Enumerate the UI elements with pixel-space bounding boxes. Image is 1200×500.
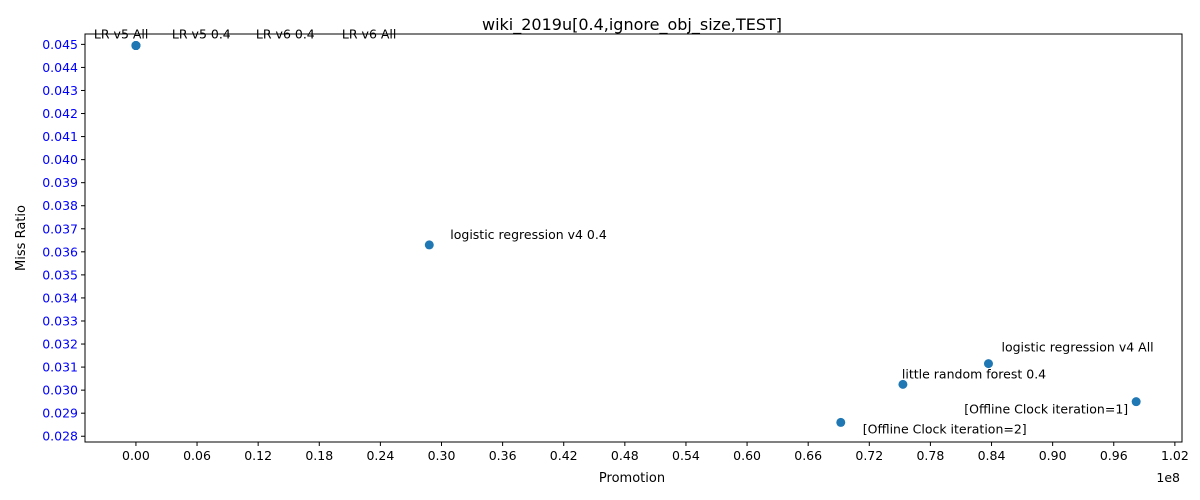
y-tick-label: 0.045	[42, 37, 78, 52]
x-tick-label: 0.90	[1039, 448, 1067, 463]
y-axis-label: Miss Ratio	[14, 205, 29, 271]
y-tick-label: 0.032	[42, 337, 78, 352]
y-tick-label: 0.035	[42, 267, 78, 282]
x-tick-label: 0.30	[428, 448, 456, 463]
y-tick-label: 0.030	[42, 383, 78, 398]
x-tick-label: 0.06	[183, 448, 211, 463]
y-tick-label: 0.029	[42, 406, 78, 421]
point-annotation: LR v5 0.4	[172, 27, 231, 42]
point-annotation: little random forest 0.4	[902, 366, 1046, 381]
scatter-point	[1131, 397, 1141, 407]
y-tick-label: 0.036	[42, 244, 78, 259]
y-tick-label: 0.031	[42, 360, 78, 375]
point-annotation: LR v6 0.4	[256, 27, 315, 42]
x-offset-label: 1e8	[1156, 470, 1180, 485]
data-points	[131, 41, 1141, 427]
y-tick-label: 0.034	[42, 290, 78, 305]
point-annotation: [Offline Clock iteration=2]	[863, 421, 1027, 436]
plot-area	[84, 33, 1183, 443]
x-tick-label: 0.78	[916, 448, 944, 463]
x-tick-label: 0.84	[978, 448, 1006, 463]
y-tick-label: 0.044	[42, 60, 78, 75]
point-annotation: [Offline Clock iteration=1]	[964, 402, 1128, 417]
point-annotation: logistic regression v4 0.4	[450, 227, 607, 242]
y-tick-label: 0.041	[42, 129, 78, 144]
x-tick-label: 0.96	[1100, 448, 1128, 463]
x-tick-label: 0.72	[855, 448, 883, 463]
x-axis-label: Promotion	[599, 471, 665, 486]
y-axis-ticks: 0.028 0.029 0.030 0.031 0.032 0.033 0.034 0.035…	[42, 37, 85, 444]
scatter-point	[131, 41, 141, 51]
x-tick-label: 0.24	[366, 448, 394, 463]
x-tick-label: 0.42	[550, 448, 578, 463]
y-tick-label: 0.038	[42, 198, 78, 213]
x-axis-ticks: 0.00 0.06 0.12 0.18 0.24 0.30 0.36 0.42 0.48 0.54…	[122, 442, 1189, 463]
y-tick-label: 0.040	[42, 152, 78, 167]
y-tick-label: 0.042	[42, 106, 78, 121]
scatter-point	[983, 359, 993, 369]
scatter-point	[898, 379, 908, 389]
point-annotations: LR v5 All LR v5 0.4 LR v6 0.4 LR v6 All logi…	[94, 27, 1154, 437]
y-tick-label: 0.028	[42, 429, 78, 444]
x-tick-label: 0.36	[489, 448, 517, 463]
y-tick-label: 0.043	[42, 83, 78, 98]
scatter-point	[424, 240, 434, 250]
y-tick-label: 0.039	[42, 175, 78, 190]
chart-title: wiki_2019u[0.4,ignore_obj_size,TEST]	[482, 15, 782, 35]
scatter-point	[836, 417, 846, 427]
y-tick-label: 0.033	[42, 313, 78, 328]
x-tick-label: 0.18	[305, 448, 333, 463]
x-tick-label: 0.66	[794, 448, 822, 463]
x-tick-label: 0.00	[122, 448, 150, 463]
x-tick-label: 0.60	[733, 448, 761, 463]
point-annotation: LR v6 All	[342, 27, 396, 42]
x-tick-label: 0.54	[672, 448, 700, 463]
x-tick-label: 0.48	[611, 448, 639, 463]
point-annotation: logistic regression v4 All	[1001, 340, 1153, 355]
x-tick-label: 0.12	[244, 448, 272, 463]
y-tick-label: 0.037	[42, 221, 78, 236]
point-annotation: LR v5 All	[94, 27, 148, 42]
x-tick-label: 1.02	[1161, 448, 1189, 463]
